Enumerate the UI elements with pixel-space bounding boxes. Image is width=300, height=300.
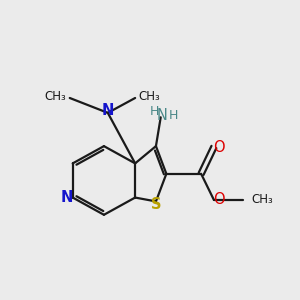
Text: S: S [151, 197, 161, 212]
Text: CH₃: CH₃ [44, 90, 66, 103]
Text: N: N [102, 103, 114, 118]
Text: CH₃: CH₃ [252, 194, 273, 206]
Text: N: N [157, 108, 168, 123]
Text: H: H [169, 109, 178, 122]
Text: N: N [61, 190, 73, 205]
Text: O: O [213, 192, 225, 207]
Text: H: H [149, 105, 159, 118]
Text: CH₃: CH₃ [139, 90, 160, 103]
Text: O: O [213, 140, 225, 154]
